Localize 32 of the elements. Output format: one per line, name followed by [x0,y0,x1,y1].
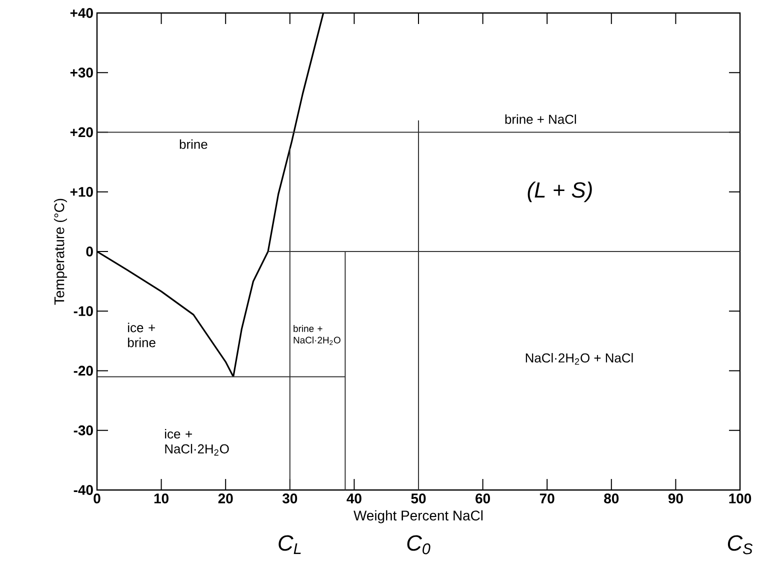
x-tick-label: 70 [540,494,554,504]
x-tick-label: 10 [154,494,168,504]
x-tick-label: 100 [729,494,752,504]
x-tick-label: 20 [218,494,233,504]
x-tick-label: 40 [346,494,362,504]
x-tick-label: 0 [94,494,100,504]
x-tick-label: 80 [604,494,619,504]
y-tick-label: +30 [70,68,93,78]
annotation: C$_{L}$ [278,535,301,554]
y-tick-label: +20 [70,127,93,138]
annotation: ice + brine [128,322,156,348]
y-axis-title: Temperature (°C) [54,198,67,305]
x-tick-label: 60 [476,494,490,504]
x-tick-label: 30 [282,494,298,504]
annotation: NaCl·2H$_{2}$O + NaCl [526,353,633,365]
y-tick-label: 0 [86,246,93,256]
x-tick-label: 50 [411,494,426,504]
annotation: brine + NaCl [505,114,576,124]
annotation: ice + NaCl·2H$_{2}$O [165,429,229,456]
y-tick-label: -40 [74,485,93,495]
x-axis-title: Weight Percent NaCl [354,510,483,524]
y-tick-label: -30 [74,425,93,436]
annotation: brine + NaCl·2H$_{2}$O [294,325,340,345]
y-tick-label: -10 [74,306,93,316]
text: C$_{S}$ [728,535,753,554]
annotation: (L + S) [528,182,592,202]
annotation: C$_{0}$ [407,535,430,554]
x-tick-label: 90 [668,494,683,504]
y-tick-label: +40 [70,8,93,18]
annotation: brine [180,139,208,149]
y-tick-label: +10 [70,186,93,197]
y-tick-label: -20 [74,366,93,376]
